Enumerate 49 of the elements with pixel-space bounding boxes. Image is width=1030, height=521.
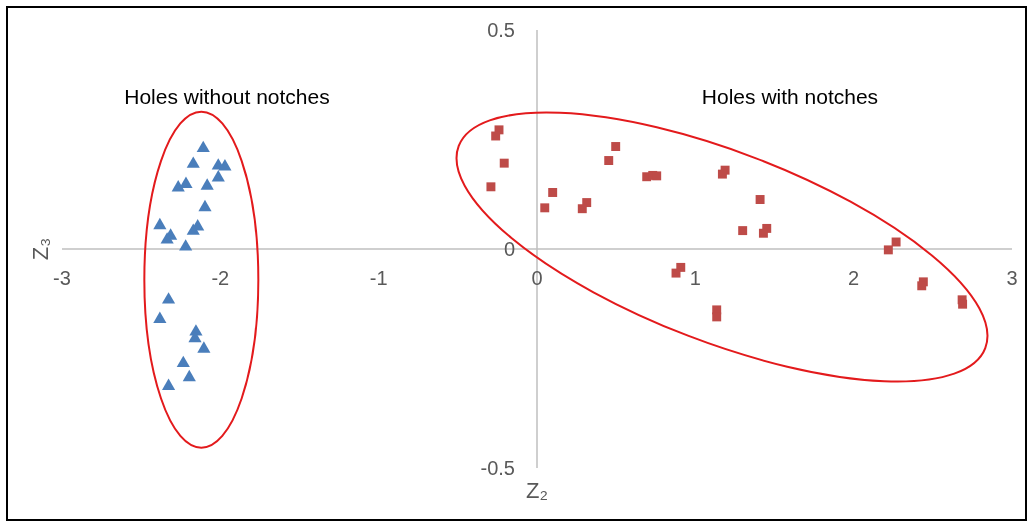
point — [179, 176, 193, 188]
point — [197, 341, 211, 353]
x-tick-label: 2 — [848, 267, 860, 289]
point — [540, 203, 550, 213]
point — [153, 311, 167, 323]
point — [604, 156, 614, 165]
point — [176, 355, 190, 368]
point — [186, 223, 200, 235]
point — [200, 178, 214, 190]
point — [958, 299, 968, 309]
point — [917, 281, 927, 291]
point — [161, 378, 176, 390]
x-tick-label: -2 — [211, 267, 230, 289]
y-tick-label: 0 — [503, 238, 515, 260]
point — [755, 195, 765, 204]
point — [758, 228, 768, 238]
point — [738, 226, 748, 236]
point — [153, 217, 167, 230]
point — [486, 182, 496, 192]
point — [671, 268, 681, 278]
point — [161, 292, 176, 304]
point — [186, 156, 200, 168]
y-tick-label: 0.5 — [487, 19, 515, 41]
y-tick-label: -0.5 — [480, 457, 515, 479]
point — [196, 140, 210, 153]
point — [160, 232, 174, 244]
y-axis-title: Z₃ — [28, 237, 53, 261]
point — [179, 239, 193, 251]
x-tick-label: 0 — [531, 267, 543, 289]
x-tick-label: 3 — [1006, 267, 1018, 289]
point — [499, 158, 509, 168]
point — [218, 159, 232, 171]
point — [491, 131, 501, 141]
x-tick-label: -1 — [369, 267, 388, 289]
point — [198, 199, 212, 212]
x-tick-label: -3 — [53, 267, 71, 289]
x-tick-label: 1 — [689, 267, 701, 289]
annotation: Holes with notches — [701, 85, 879, 108]
x-axis-title: Z₂ — [526, 478, 548, 503]
point — [883, 245, 893, 255]
point — [611, 142, 621, 151]
point — [577, 204, 587, 214]
annotation: Holes without notches — [124, 85, 330, 108]
point — [652, 171, 662, 181]
point — [211, 170, 225, 182]
point — [548, 188, 558, 197]
point — [717, 169, 727, 179]
point — [712, 312, 722, 322]
point — [182, 369, 196, 382]
